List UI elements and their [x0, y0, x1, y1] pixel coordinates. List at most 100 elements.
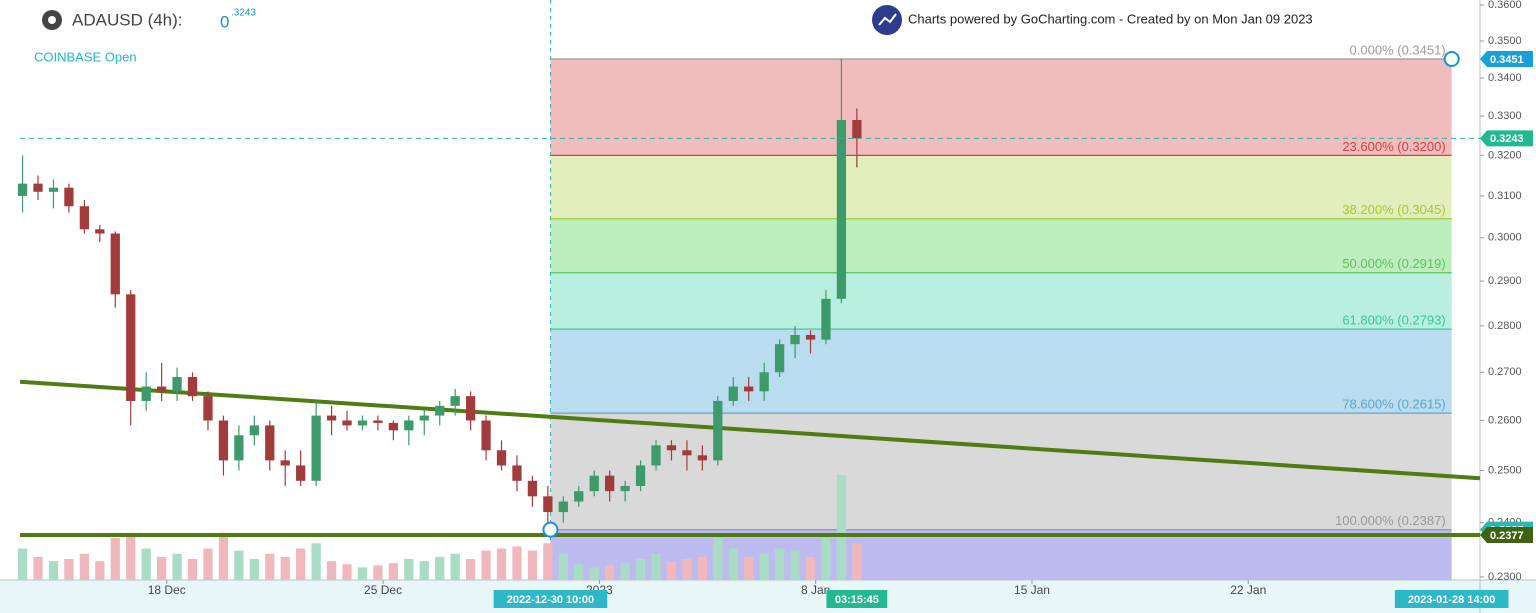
candle-body: [95, 229, 105, 234]
candle-body: [821, 298, 831, 340]
y-tick-label: 0.3200: [1488, 149, 1522, 161]
time-badge: [826, 590, 888, 608]
volume-bar: [141, 548, 151, 580]
volume-bar: [728, 548, 738, 580]
y-tick-label: 0.2700: [1488, 366, 1522, 378]
time-badge: [1394, 590, 1509, 608]
candle-body: [682, 450, 692, 456]
fib-label: 78.600% (0.2615): [1342, 397, 1445, 412]
candle-body: [126, 294, 136, 401]
volume-bar: [265, 553, 275, 580]
volume-bar: [836, 475, 847, 580]
volume-bar: [234, 550, 244, 580]
y-tick-label: 0.3400: [1488, 72, 1522, 84]
volume-bar: [218, 532, 229, 580]
fib-band: [550, 155, 1452, 219]
y-tick-label: 0.2600: [1488, 414, 1522, 426]
price-badge: [1480, 526, 1533, 543]
volume-bar: [635, 559, 646, 580]
price-badge: [1480, 130, 1533, 147]
y-tick-label: 0.2900: [1488, 275, 1522, 287]
volume-bar: [697, 556, 707, 580]
volume-bar: [558, 553, 568, 580]
x-tick-label: 25 Dec: [364, 583, 402, 597]
x-tick-label: 15 Jan: [1014, 583, 1050, 597]
candle-body: [296, 465, 306, 481]
candle-body: [574, 491, 584, 502]
volume-bar: [17, 548, 28, 580]
volume-bar: [543, 543, 553, 580]
volume-bar: [126, 532, 136, 580]
credit: Charts powered by GoCharting.com - Creat…: [908, 11, 1313, 26]
candle-body: [404, 420, 414, 431]
volume-bar: [388, 563, 399, 580]
volume-bar: [713, 538, 723, 580]
fib-label: 23.600% (0.3200): [1342, 139, 1445, 154]
candle-body: [481, 420, 491, 451]
volume-bar: [682, 559, 692, 580]
price-badge-label: 0.3243: [1490, 133, 1524, 145]
fib-band: [550, 329, 1452, 414]
fib-band: [550, 58, 1452, 156]
candle-body: [620, 485, 630, 492]
x-tick-label: 18 Dec: [148, 583, 186, 597]
volume-bar: [774, 548, 785, 580]
y-tick-label: 0.3500: [1488, 35, 1522, 47]
volume-bar: [512, 546, 522, 580]
volume-bar: [759, 553, 769, 580]
volume-bar: [95, 561, 105, 580]
y-tick-label: 0.2800: [1488, 320, 1522, 332]
candle-body: [852, 119, 862, 139]
price-frac: .3243: [231, 8, 256, 19]
volume-bar: [203, 548, 213, 580]
time-badge-label: 03:15:45: [835, 594, 879, 606]
fib-anchor: [1443, 50, 1460, 67]
volume-bar: [156, 556, 167, 580]
plot: 0.000% (0.3451) 23.600% (0.3200) 38.200% (…: [17, 0, 1533, 608]
volume-bar: [79, 553, 90, 580]
y-tick-label: 0.2500: [1488, 464, 1522, 476]
volume-bar: [419, 561, 429, 580]
volume-bar: [404, 559, 414, 580]
candle-body: [543, 496, 553, 513]
x-tick-label: 22 Jan: [1230, 583, 1266, 597]
volume-bar: [249, 559, 259, 580]
candle-body: [373, 420, 383, 423]
candle-body: [156, 386, 167, 392]
candle-body: [419, 415, 429, 421]
volume-bar: [744, 556, 754, 580]
candle-body: [558, 501, 568, 513]
volume-bar: [357, 567, 368, 580]
candle-body: [527, 480, 538, 497]
fib-anchor: [542, 521, 559, 538]
y-tick-label: 0.2300: [1488, 571, 1522, 583]
x-axis-bg: [0, 580, 1536, 613]
volume-bar: [589, 567, 599, 580]
price-int: 0: [220, 12, 229, 31]
volume-bar: [373, 565, 383, 580]
price-badge-label: 0.3451: [1490, 54, 1524, 66]
candle-body: [33, 183, 43, 192]
fib-label: 61.800% (0.2793): [1342, 312, 1445, 327]
volume-bar: [280, 556, 290, 580]
time-badge-label: 2022-12-30 10:00: [507, 594, 594, 606]
candle-body: [635, 465, 646, 486]
candle-body: [805, 335, 816, 340]
candle-body: [435, 405, 445, 416]
candle-body: [64, 187, 74, 207]
candle-body: [759, 372, 769, 392]
candle-body: [713, 400, 723, 461]
trend-line: [19, 379, 1481, 481]
candle-body: [465, 396, 476, 421]
volume-bar: [496, 548, 507, 580]
candle-body: [790, 335, 800, 345]
x-tick-label: 8 Jan: [801, 583, 830, 597]
volume-bar: [651, 553, 661, 580]
candle-body: [666, 445, 677, 451]
fib-band: [550, 413, 1452, 530]
exchange: COINBASE Open: [34, 49, 137, 64]
candle-body: [311, 415, 321, 481]
volume-bar: [172, 553, 182, 580]
volume-bar: [435, 556, 445, 580]
volume-bar: [326, 561, 337, 580]
